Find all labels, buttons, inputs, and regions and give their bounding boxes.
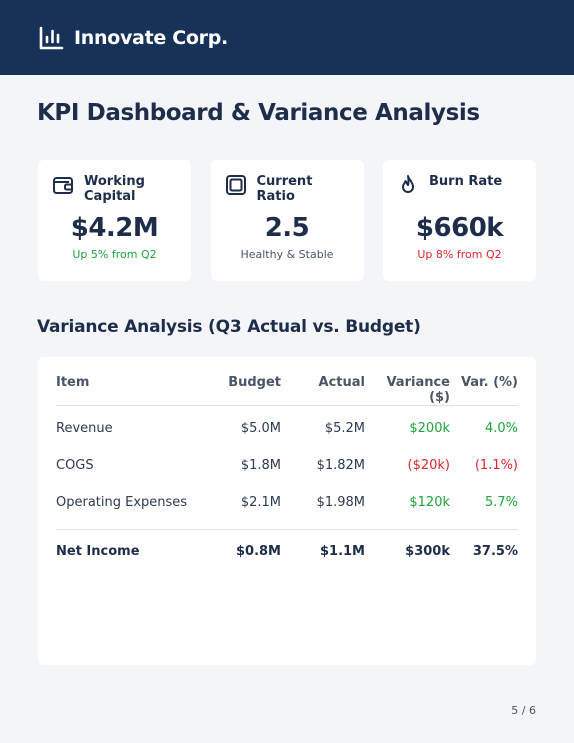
kpi-card-current-ratio: Current Ratio 2.5 Healthy & Stable (210, 160, 364, 281)
column-header: Variance ($) (365, 357, 450, 406)
top-header: Innovate Corp. (0, 0, 574, 75)
column-header: Budget (206, 357, 281, 406)
kpi-value: 2.5 (264, 213, 310, 243)
table-header-row: Item Budget Actual Variance ($) Var. (%) (56, 357, 518, 406)
kpi-trend: Up 8% from Q2 (417, 248, 502, 261)
bar-chart-logo-icon (39, 26, 64, 49)
cell-actual: $1.1M (281, 529, 365, 573)
kpi-label-line2: Capital (84, 189, 136, 204)
cell-variance-pct: 37.5% (450, 529, 518, 573)
kpi-card-working-capital: Working Capital $4.2M Up 5% from Q2 (38, 160, 191, 281)
table-row: Operating Expenses $2.1M $1.98M $120k 5.… (56, 484, 518, 522)
variance-table: Item Budget Actual Variance ($) Var. (%)… (56, 357, 518, 573)
cell-actual: $1.98M (316, 495, 365, 511)
cell-variance-pct: 4.0% (484, 420, 518, 436)
flame-icon (402, 175, 414, 193)
kpi-trend: Healthy & Stable (240, 248, 334, 261)
kpi-card-burn-rate: Burn Rate $660k Up 8% from Q2 (383, 160, 536, 281)
cell-actual: $5.2M (324, 420, 365, 436)
page-title: KPI Dashboard & Variance Analysis (37, 100, 480, 126)
kpi-value: $660k (415, 213, 504, 243)
table-total-row: Net Income $0.8M $1.1M $300k 37.5% (56, 529, 518, 573)
section-title: Variance Analysis (Q3 Actual vs. Budget) (37, 317, 421, 337)
variance-table-card: Item Budget Actual Variance ($) Var. (%)… (38, 357, 536, 665)
cell-item: COGS (56, 457, 94, 473)
column-header: Actual (281, 357, 365, 406)
cell-budget: $1.8M (240, 457, 281, 473)
table-row: Revenue $5.0M $5.2M $200k 4.0% (56, 406, 518, 447)
cell-variance-usd: $300k (365, 529, 450, 573)
cell-variance-usd: ($20k) (407, 457, 451, 473)
cell-budget: $0.8M (206, 529, 281, 573)
cell-actual: $1.82M (316, 457, 365, 473)
cell-variance-pct: 5.7% (484, 495, 518, 511)
cell-variance-pct: (1.1%) (474, 457, 518, 473)
cell-item: Operating Expenses (56, 495, 188, 511)
page-number: 5 / 6 (511, 704, 536, 717)
column-header: Var. (%) (450, 357, 518, 406)
cell-budget: $2.1M (240, 495, 281, 511)
column-header: Item (56, 357, 206, 406)
kpi-trend: Up 5% from Q2 (72, 248, 157, 261)
copy-squares-icon (225, 175, 246, 195)
cell-budget: $5.0M (240, 420, 281, 436)
kpi-label: Current Ratio (256, 174, 313, 204)
cell-variance-usd: $120k (409, 495, 450, 511)
kpi-cards: Working Capital $4.2M Up 5% from Q2 Curr… (38, 160, 536, 281)
cell-item: Revenue (56, 420, 113, 436)
brand-name: Innovate Corp. (74, 26, 228, 49)
kpi-value: $4.2M (70, 213, 159, 243)
kpi-label: Working (84, 174, 145, 189)
table-row: COGS $1.8M $1.82M ($20k) (1.1%) (56, 447, 518, 485)
cell-item: Net Income (56, 529, 206, 573)
cell-variance-usd: $200k (409, 420, 450, 436)
kpi-label: Burn Rate (429, 174, 503, 189)
wallet-icon (53, 177, 73, 194)
